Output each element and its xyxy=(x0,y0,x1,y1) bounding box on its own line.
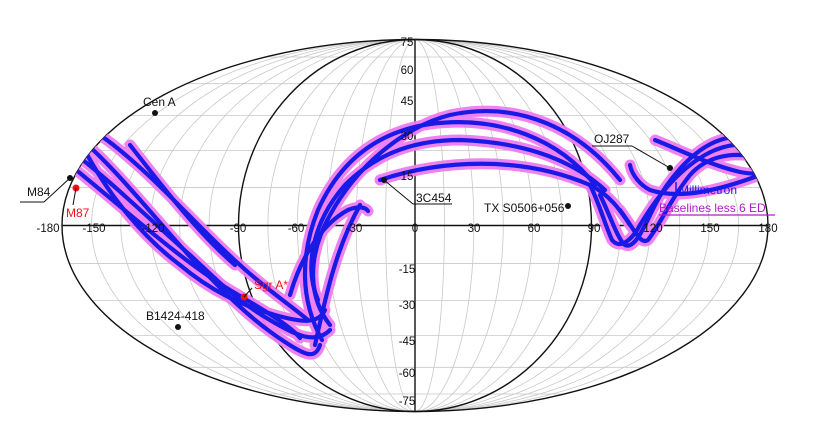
lat-tick: -30 xyxy=(399,300,416,312)
source-label-m87: M87 xyxy=(66,206,90,220)
track-path xyxy=(587,142,768,247)
track-path xyxy=(617,152,763,243)
track-path xyxy=(652,137,768,176)
m87-leader-line xyxy=(72,187,77,206)
latitude-tick-labels: 75 60 45 30 15 -15 -30 -45 -60 -75 xyxy=(399,37,416,408)
source-label-b1424: B1424-418 xyxy=(146,309,205,323)
lon-tick: 90 xyxy=(588,223,601,235)
source-label-m84: M84 xyxy=(27,185,51,199)
3c454-leader-line xyxy=(383,179,414,205)
track-path xyxy=(627,162,763,197)
lat-tick: 60 xyxy=(401,65,414,77)
lat-tick: -15 xyxy=(399,264,416,276)
lon-tick: 180 xyxy=(758,223,777,235)
sources: Cen A M84 M87 Sgr A* B1424-418 3C454 TX … xyxy=(20,95,673,330)
lat-tick: 15 xyxy=(401,171,414,183)
track-path xyxy=(79,142,328,323)
lat-tick: 30 xyxy=(401,131,414,143)
lon-tick: 30 xyxy=(468,223,481,235)
track-path xyxy=(127,142,238,268)
source-label-sgr-a: Sgr A* xyxy=(254,278,288,292)
source-marker-b1424 xyxy=(175,324,181,330)
source-marker-txs xyxy=(565,203,571,209)
lon-tick: 120 xyxy=(643,223,662,235)
millimetron-tracks xyxy=(62,105,768,360)
lon-tick: 0 xyxy=(412,223,418,235)
track-path xyxy=(377,161,633,228)
track-path xyxy=(302,120,598,343)
lat-tick: -45 xyxy=(399,336,416,348)
lon-tick: -60 xyxy=(288,223,305,235)
source-label-txs: TX S0506+056 xyxy=(484,201,565,215)
lon-tick: -120 xyxy=(141,223,164,235)
track-path xyxy=(312,202,363,348)
source-label-oj287: OJ287 xyxy=(594,132,630,146)
legend: Millimetron Baselines less 6 ED xyxy=(659,182,775,216)
lon-tick: -30 xyxy=(346,223,363,235)
legend-track-label: Millimetron xyxy=(679,183,737,197)
track-path xyxy=(67,162,303,341)
lat-tick: -75 xyxy=(399,396,416,408)
track-path xyxy=(287,205,371,298)
lon-tick: -90 xyxy=(230,223,247,235)
lon-tick: -150 xyxy=(82,223,105,235)
lat-tick: -60 xyxy=(399,368,416,380)
lon-tick: 60 xyxy=(528,223,541,235)
source-marker-cen-a xyxy=(152,110,158,116)
source-label-cen-a: Cen A xyxy=(143,95,176,109)
source-label-3c454: 3C454 xyxy=(416,191,452,205)
track-line-group xyxy=(62,109,768,357)
track-path xyxy=(97,132,311,323)
lon-tick: -180 xyxy=(36,223,59,235)
m84-leader-line xyxy=(43,177,71,203)
lat-tick: 45 xyxy=(401,96,414,108)
lon-tick: 150 xyxy=(700,223,719,235)
oj287-leader-line xyxy=(631,145,671,169)
lat-tick: 75 xyxy=(401,37,414,49)
longitude-tick-labels: -180 -150 -120 -90 -60 -30 0 30 60 90 12… xyxy=(36,223,777,235)
sgr-a-leader-line xyxy=(243,287,253,298)
legend-baselines-label: Baselines less 6 ED xyxy=(659,201,766,215)
